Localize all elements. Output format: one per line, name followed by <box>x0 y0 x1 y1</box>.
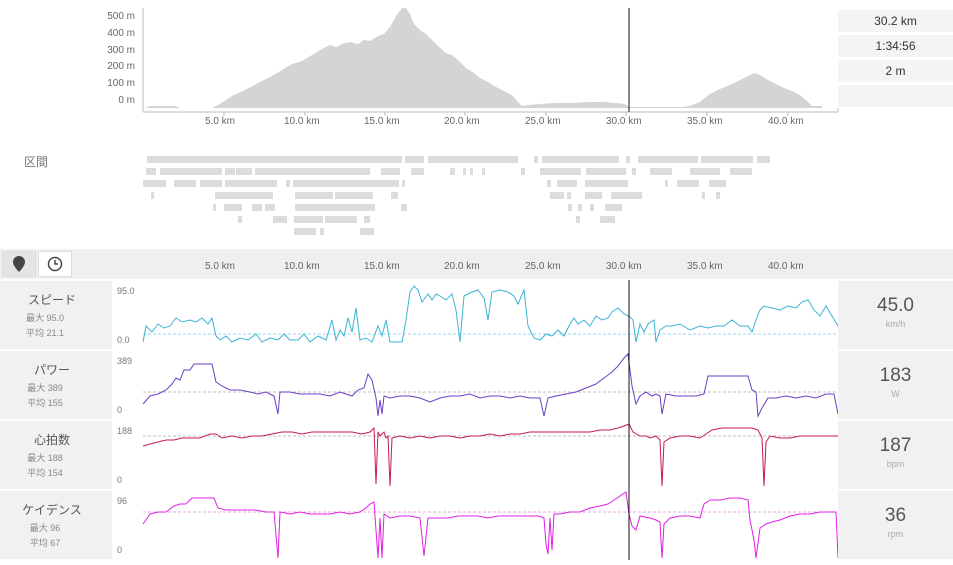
metric-row-heart-rate: 心拍数 最大 188 平均 154 188 0 187 bpm <box>0 420 953 490</box>
elevation-x-label: 40.0 km <box>768 116 804 127</box>
metric-avg: 平均 67 <box>29 538 61 548</box>
clock-icon <box>47 256 63 272</box>
segments-chart[interactable] <box>0 150 953 240</box>
elevation-chart[interactable] <box>0 0 953 135</box>
metric-avg: 平均 155 <box>27 398 63 408</box>
heart-rate-chart[interactable] <box>0 420 953 490</box>
metric-avg: 平均 21.1 <box>25 328 65 338</box>
axis-x-label: 25.0 km <box>525 261 561 272</box>
axis-x-label: 20.0 km <box>444 261 480 272</box>
elevation-value: 2 m <box>838 60 953 82</box>
distance-value: 30.2 km <box>838 10 953 32</box>
map-pin-icon <box>13 256 25 272</box>
metric-max: 最大 95.0 <box>25 313 65 323</box>
elevation-y-label: 500 m <box>107 11 135 22</box>
metric-max: 最大 389 <box>27 383 63 393</box>
metric-ymin: 0 <box>117 545 123 555</box>
elevation-area <box>145 8 822 108</box>
axis-x-label: 5.0 km <box>205 261 236 272</box>
metric-ymax: 96 <box>117 496 128 506</box>
metric-label-panel: 心拍数 最大 188 平均 154 <box>0 421 112 489</box>
metric-ymax: 188 <box>117 426 133 436</box>
metric-name: ケイデンス <box>22 503 82 517</box>
metric-value-panel: 183 W <box>838 351 953 419</box>
metric-ymin: 0.0 <box>117 335 130 345</box>
axis-x-label: 40.0 km <box>768 261 804 272</box>
axis-x-label: 35.0 km <box>687 261 723 272</box>
metric-label-panel: スピード 最大 95.0 平均 21.1 <box>0 281 112 349</box>
elevation-y-label: 400 m <box>107 28 135 39</box>
metric-max: 最大 188 <box>27 453 63 463</box>
axis-bar <box>0 249 953 279</box>
metric-name: スピード <box>27 293 76 307</box>
stat-empty <box>838 85 953 107</box>
metric-label-panel: パワー 最大 389 平均 155 <box>0 351 112 419</box>
tab-distance[interactable] <box>2 251 36 277</box>
power-chart[interactable] <box>0 350 953 420</box>
metric-value-panel: 45.0 km/h <box>838 281 953 349</box>
metric-name: パワー <box>33 363 70 377</box>
elevation-y-label: 300 m <box>107 45 135 56</box>
metric-ymax: 95.0 <box>117 286 135 296</box>
speed-unit: km/h <box>885 319 906 329</box>
power-value: 183 <box>879 365 912 386</box>
metric-max: 最大 96 <box>29 523 61 533</box>
axis-x-label: 10.0 km <box>284 261 320 272</box>
tab-time[interactable] <box>38 251 72 277</box>
metric-row-speed: スピード 最大 95.0 平均 21.1 95.0 0.0 45.0 km/h <box>0 280 953 350</box>
axis-x-label: 15.0 km <box>364 261 400 272</box>
heart-rate-unit: bpm <box>886 459 905 469</box>
metric-ymax: 389 <box>117 356 133 366</box>
elevation-x-label: 5.0 km <box>205 116 236 127</box>
speed-chart[interactable] <box>0 280 953 350</box>
speed-value: 45.0 <box>877 295 914 316</box>
metric-row-power: パワー 最大 389 平均 155 389 0 183 W <box>0 350 953 420</box>
elevation-x-label: 15.0 km <box>364 116 400 127</box>
cadence-chart[interactable] <box>0 490 953 560</box>
metric-row-cadence: ケイデンス 最大 96 平均 67 96 0 36 rpm <box>0 490 953 560</box>
time-value: 1:34:56 <box>838 35 953 57</box>
elevation-y-label: 200 m <box>107 61 135 72</box>
segments-label: 区間 <box>24 155 49 169</box>
elevation-x-label: 30.0 km <box>606 116 642 127</box>
elevation-x-label: 25.0 km <box>525 116 561 127</box>
metric-ymin: 0 <box>117 405 123 415</box>
elevation-y-label: 0 m <box>118 95 135 106</box>
metric-name: 心拍数 <box>33 433 70 447</box>
metric-value-panel: 187 bpm <box>838 421 953 489</box>
elevation-x-label: 10.0 km <box>284 116 320 127</box>
metric-label-panel: ケイデンス 最大 96 平均 67 <box>0 491 112 559</box>
metric-ymin: 0 <box>117 475 123 485</box>
axis-x-label: 30.0 km <box>606 261 642 272</box>
heart-rate-value: 187 <box>879 435 912 456</box>
metric-avg: 平均 154 <box>27 468 63 478</box>
power-unit: W <box>891 389 900 399</box>
elevation-x-label: 20.0 km <box>444 116 480 127</box>
cadence-value: 36 <box>884 505 907 526</box>
elevation-x-ticks <box>223 112 789 116</box>
elevation-y-label: 100 m <box>107 78 135 89</box>
metric-value-panel: 36 rpm <box>838 491 953 559</box>
elevation-x-label: 35.0 km <box>687 116 723 127</box>
cadence-unit: rpm <box>887 529 904 539</box>
